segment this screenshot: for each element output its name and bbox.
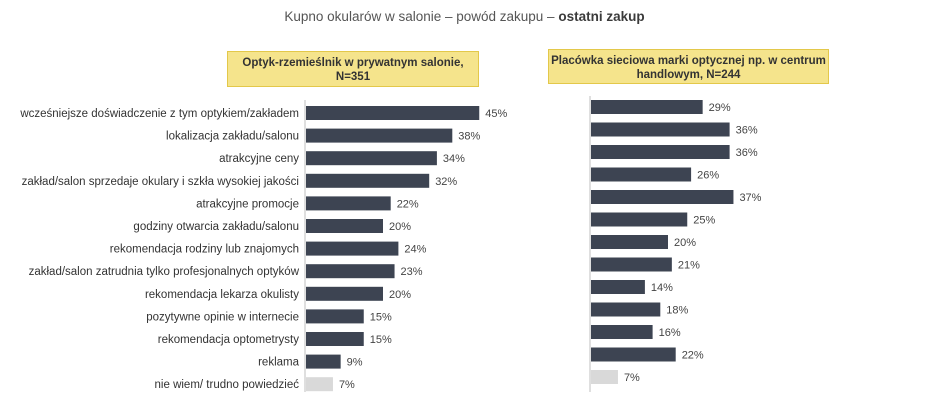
category-label: zakład/salon sprzedaje okulary i szkła w… [22,176,299,188]
data-label-s2: 36% [736,125,758,137]
data-label-s2: 16% [659,327,681,339]
bar-s1 [306,173,430,188]
bar-s2 [591,122,730,137]
bar-s2 [591,257,672,272]
chart-title-main: Kupno okularów w salonie – powód zakupu … [284,9,559,24]
bar-s1 [306,106,480,120]
data-label-s1: 34% [443,153,465,165]
data-label-s2: 25% [693,215,715,227]
series-label-right-text: Placówka sieciowa marki optycznej np. w … [551,55,826,81]
data-label-s1: 15% [370,311,392,323]
bar-s2 [591,325,653,339]
bar-s2 [591,145,730,159]
category-label: atrakcyjne ceny [219,153,299,165]
data-label-s1: 32% [435,176,457,188]
bar-s1 [306,128,453,143]
bar-s1 [306,286,383,301]
data-label-s1: 23% [401,266,423,278]
data-label-s2: 14% [651,282,673,294]
data-label-s2: 18% [666,305,688,317]
category-label: atrakcyjne promocje [196,198,299,210]
bar-s1 [306,309,364,324]
category-label: godziny otwarcia zakładu/salonu [133,221,299,233]
bar-s2 [591,280,645,294]
category-label: pozytywne opinie w internecie [146,311,299,323]
series-label-left: Optyk-rzemieślnik w prywatnym salonie, N… [227,51,479,87]
data-label-s2: 29% [709,102,731,114]
data-label-s1: 7% [339,379,355,391]
bar-s2 [591,167,692,182]
series-label-left-text: Optyk-rzemieślnik w prywatnym salonie, N… [242,57,464,83]
category-label: lokalizacja zakładu/salonu [166,131,299,143]
data-label-s2: 37% [739,192,761,204]
category-label: reklama [258,357,300,369]
bar-s1 [306,332,364,346]
bar-s2 [591,302,661,317]
bar-s1 [306,377,333,392]
category-label: rekomendacja rodziny lub znajomych [110,244,299,256]
bar-s1 [306,219,383,233]
bar-s1 [306,354,341,369]
chart-title: Kupno okularów w salonie – powód zakupu … [0,9,929,24]
data-label-s1: 24% [404,244,426,256]
data-label-s2: 20% [674,237,696,249]
data-label-s1: 20% [389,289,411,301]
bar-s2 [591,100,703,114]
bar-s2 [591,347,676,362]
bar-s1 [306,264,395,279]
series-label-right: Placówka sieciowa marki optycznej np. w … [548,49,829,84]
data-label-s1: 9% [347,357,363,369]
data-label-s1: 22% [397,198,419,210]
data-label-s2: 22% [682,350,704,362]
data-label-s2: 26% [697,170,719,182]
category-label: rekomendacja optometrysty [158,334,300,346]
bar-s1 [306,196,391,211]
bar-s2 [591,370,618,384]
data-label-s1: 20% [389,221,411,233]
bar-s2 [591,190,734,204]
bar-s2 [591,235,668,249]
data-label-s2: 36% [736,147,758,159]
data-label-s2: 21% [678,260,700,272]
data-label-s1: 45% [485,108,507,120]
data-label-s1: 38% [458,131,480,143]
category-label: nie wiem/ trudno powiedzieć [155,379,300,391]
bar-s2 [591,212,688,227]
data-label-s1: 15% [370,334,392,346]
category-label: wcześniejsze doświadczenie z tym optykie… [19,108,299,120]
bar-s1 [306,241,399,256]
data-label-s2: 7% [624,372,640,384]
category-label: rekomendacja lekarza okulisty [145,289,299,301]
bar-s1 [306,151,437,166]
category-label: zakład/salon zatrudnia tylko profesjonal… [29,266,300,278]
chart-title-bold: ostatni zakup [558,9,645,24]
